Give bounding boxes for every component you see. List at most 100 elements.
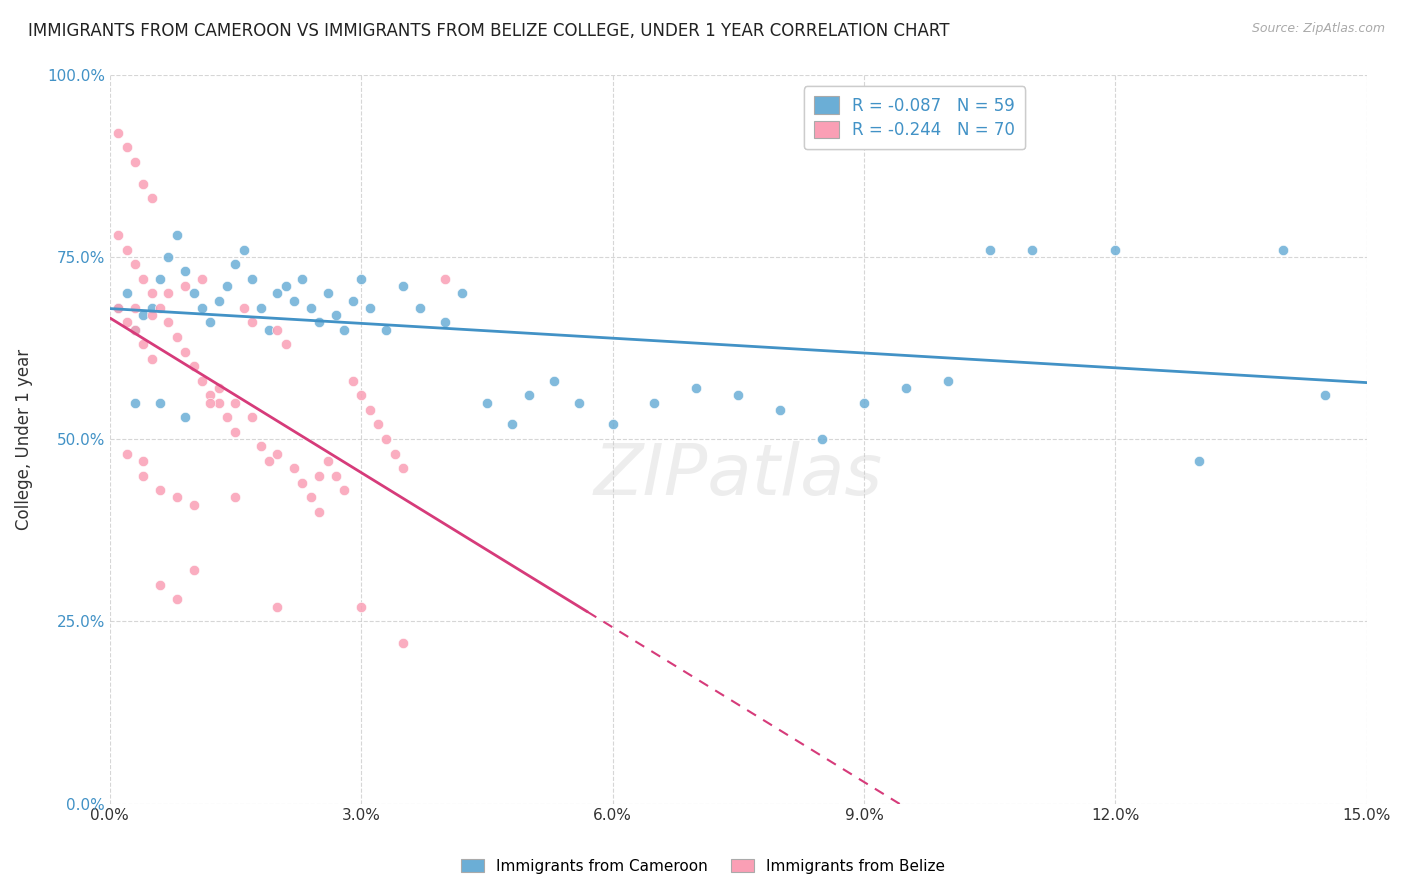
Point (517, 388, 540, 402)
Point (124, 323, 146, 337)
Point (124, 257, 146, 271)
Point (602, 417, 624, 432)
Point (359, 301, 381, 315)
Point (149, 395, 172, 409)
Point (283, 293, 305, 308)
Point (191, 301, 214, 315)
Point (157, 250, 180, 264)
Point (224, 425, 246, 439)
Point (232, 301, 254, 315)
Y-axis label: College, Under 1 year: College, Under 1 year (15, 349, 32, 530)
Point (240, 315, 263, 329)
Point (433, 271, 456, 285)
Point (166, 227, 188, 242)
Point (1272, 243, 1295, 257)
Point (107, 227, 129, 242)
Point (115, 315, 138, 329)
Point (359, 403, 381, 417)
Point (132, 337, 155, 351)
Point (350, 388, 373, 402)
Point (208, 395, 231, 409)
Point (392, 279, 415, 293)
Point (141, 308, 163, 322)
Point (299, 491, 322, 505)
Point (249, 301, 271, 315)
Point (124, 323, 146, 337)
Point (308, 505, 330, 519)
Point (299, 301, 322, 315)
Legend: R = -0.087   N = 59, R = -0.244   N = 70: R = -0.087 N = 59, R = -0.244 N = 70 (804, 87, 1025, 150)
Point (685, 381, 707, 395)
Point (107, 301, 129, 315)
Point (342, 374, 364, 388)
Point (375, 432, 398, 446)
Point (1021, 243, 1043, 257)
Point (149, 578, 172, 592)
Point (811, 432, 834, 446)
Point (291, 271, 314, 285)
Point (183, 498, 205, 512)
Point (132, 177, 155, 191)
Point (107, 126, 129, 140)
Point (200, 315, 222, 329)
Point (853, 395, 876, 409)
Point (157, 315, 180, 329)
Point (174, 279, 197, 293)
Point (979, 243, 1001, 257)
Point (643, 395, 665, 409)
Point (124, 155, 146, 169)
Point (166, 592, 188, 607)
Point (174, 264, 197, 278)
Point (433, 315, 456, 329)
Point (769, 403, 792, 417)
Point (936, 374, 959, 388)
Point (274, 337, 297, 351)
Point (183, 563, 205, 577)
Point (266, 286, 288, 301)
Point (124, 395, 146, 409)
Point (543, 374, 565, 388)
Point (224, 395, 246, 409)
Point (266, 599, 288, 614)
Point (568, 395, 591, 409)
Point (894, 381, 917, 395)
Point (183, 359, 205, 373)
Point (141, 351, 163, 366)
Point (183, 286, 205, 301)
Point (308, 315, 330, 329)
Point (1188, 454, 1211, 468)
Point (308, 468, 330, 483)
Point (384, 447, 406, 461)
Point (375, 323, 398, 337)
Point (1313, 388, 1336, 402)
Point (217, 279, 239, 293)
Point (141, 286, 163, 301)
Point (333, 483, 356, 497)
Point (450, 286, 472, 301)
Point (316, 454, 339, 468)
Point (501, 417, 523, 432)
Point (115, 140, 138, 154)
Legend: Immigrants from Cameroon, Immigrants from Belize: Immigrants from Cameroon, Immigrants fro… (456, 853, 950, 880)
Point (240, 410, 263, 425)
Text: ZIPatlas: ZIPatlas (593, 441, 883, 510)
Text: IMMIGRANTS FROM CAMEROON VS IMMIGRANTS FROM BELIZE COLLEGE, UNDER 1 YEAR CORRELA: IMMIGRANTS FROM CAMEROON VS IMMIGRANTS F… (28, 22, 949, 40)
Point (132, 454, 155, 468)
Point (325, 308, 347, 322)
Point (316, 286, 339, 301)
Point (409, 301, 432, 315)
Point (342, 293, 364, 308)
Point (149, 483, 172, 497)
Point (475, 395, 498, 409)
Point (249, 439, 271, 453)
Point (124, 301, 146, 315)
Point (367, 417, 389, 432)
Point (174, 410, 197, 425)
Point (727, 388, 749, 402)
Point (200, 388, 222, 402)
Point (166, 330, 188, 344)
Point (266, 323, 288, 337)
Point (325, 468, 347, 483)
Point (392, 636, 415, 650)
Point (1104, 243, 1126, 257)
